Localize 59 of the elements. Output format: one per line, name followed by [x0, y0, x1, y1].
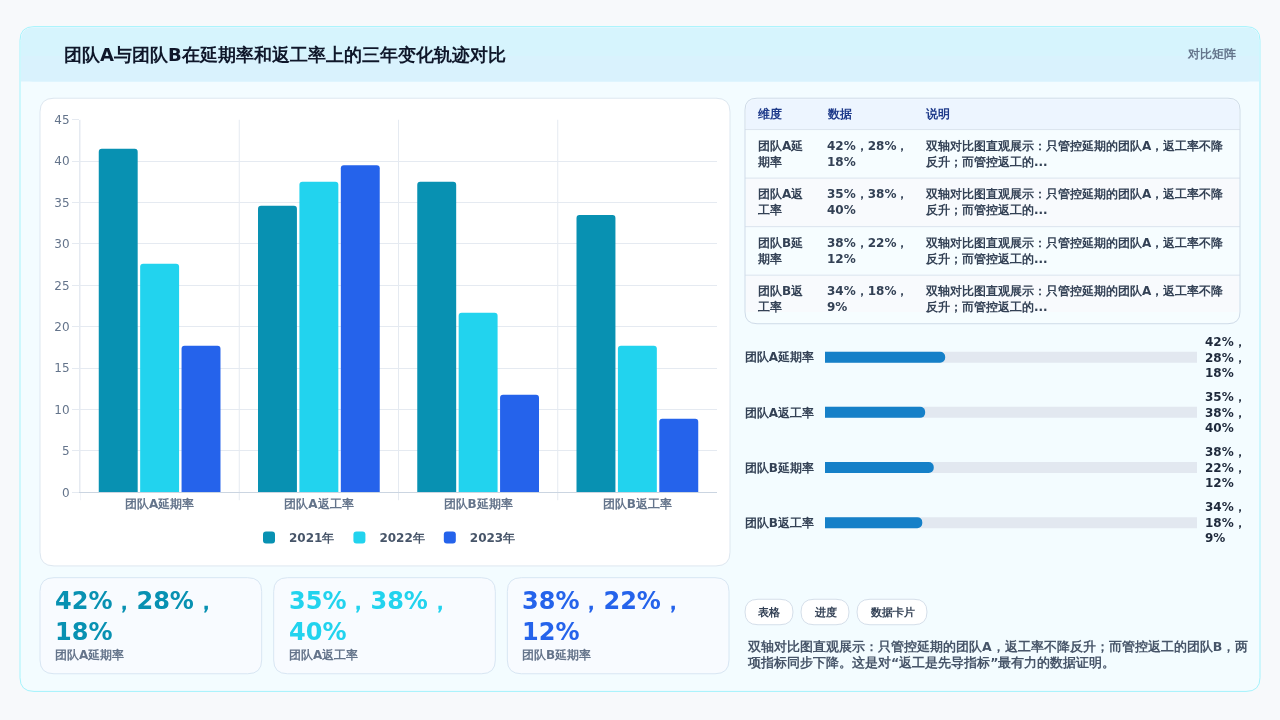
bar: [140, 263, 180, 493]
category-label: 团队B延期率: [522, 648, 592, 662]
text: 38%，22%，12%: [522, 587, 685, 647]
bar: [340, 165, 380, 493]
bar: [500, 394, 539, 493]
y-tick-label: 团队A返工率: [744, 405, 814, 420]
text: 35%，38%，40%: [289, 587, 452, 647]
text: 双轴对比图直观展示：只管控延期的团队A，返工率不降反升；而管控返工的...: [925, 139, 1225, 169]
y-tick-label: 25: [54, 278, 70, 293]
bar: [258, 205, 297, 493]
x-tick-label: 团队B延期率: [443, 496, 513, 511]
category-label: 团队A返工率: [289, 648, 359, 662]
y-tick-label: 团队B返工率: [744, 515, 814, 530]
legend-label: 2021年: [289, 531, 335, 546]
category-label: 表格: [757, 606, 781, 619]
data-label: 42%，28%，18%: [1205, 335, 1246, 381]
bar: [98, 148, 138, 493]
y-tick-label: 45: [54, 112, 70, 127]
text: 38%，22%，12%: [827, 236, 909, 266]
legend-label: 2022年: [379, 531, 425, 546]
category-label: 数据: [827, 107, 852, 121]
bar: [458, 312, 498, 493]
bar: [181, 345, 221, 493]
category-label: 说明: [925, 107, 950, 121]
text: 42%，28%，18%: [827, 139, 909, 169]
y-tick-label: 30: [54, 237, 70, 252]
text: 对比矩阵: [1187, 47, 1236, 61]
y-tick-label: 团队A延期率: [744, 350, 814, 365]
bar: [299, 181, 339, 493]
text: 35%，38%，40%: [827, 187, 909, 217]
text: 42%，28%，18%: [55, 587, 218, 647]
x-tick-label: 团队A延期率: [124, 496, 195, 511]
text: 双轴对比图直观展示：只管控延期的团队A，返工率不降反升；而管控返工的...: [925, 284, 1225, 314]
bar: [417, 181, 457, 493]
x-tick-label: 团队A返工率: [284, 496, 354, 511]
text: 双轴对比图直观展示：只管控延期的团队A，返工率不降反升；而管控返工的团队B，两项指标同步下降。这是对“返工是先导指标”最有力的数据证明。: [747, 639, 1249, 671]
category-label: 维度: [757, 107, 782, 121]
data-label: 34%，18%，9%: [1205, 500, 1246, 546]
category-label: 数据卡片: [870, 606, 915, 619]
legend-label: 2023年: [469, 531, 516, 546]
text: 34%，18%，9%: [827, 284, 909, 314]
chart-title: 团队A与团队B在延期率和返工率上的三年变化轨迹对比: [64, 44, 506, 65]
y-tick-label: 20: [54, 319, 70, 334]
y-tick-label: 35: [54, 195, 70, 210]
data-label: 35%，38%，40%: [1205, 390, 1246, 436]
y-tick-label: 团队B延期率: [744, 460, 814, 475]
category-label: 进度: [814, 606, 837, 619]
x-tick-label: 团队B返工率: [602, 496, 672, 511]
bar: [576, 214, 616, 493]
bar: [659, 418, 699, 493]
y-tick-label: 15: [54, 361, 70, 376]
data-label: 38%，22%，12%: [1205, 445, 1246, 491]
text: 双轴对比图直观展示：只管控延期的团队A，返工率不降反升；而管控返工的...: [925, 236, 1225, 266]
y-tick-label: 0: [61, 485, 70, 500]
y-tick-label: 5: [61, 444, 70, 459]
y-tick-label: 10: [54, 402, 70, 417]
bar: [617, 345, 657, 493]
y-tick-label: 40: [54, 154, 70, 169]
text: 双轴对比图直观展示：只管控延期的团队A，返工率不降反升；而管控返工的...: [925, 187, 1225, 217]
